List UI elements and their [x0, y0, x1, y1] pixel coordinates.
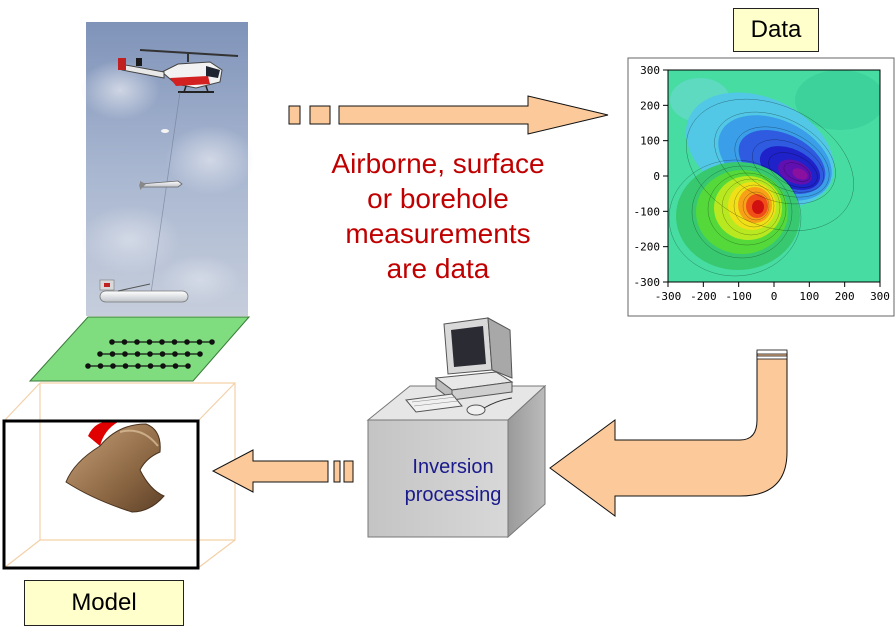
measurement-caption: Airborne, surface or borehole measuremen…	[290, 146, 586, 286]
inversion-processing-label: Inversion processing	[368, 453, 538, 509]
survey-station-marker	[134, 339, 140, 345]
survey-station-marker	[109, 351, 116, 357]
survey-station-marker	[184, 339, 190, 345]
survey-station-marker	[147, 351, 153, 357]
data-label-text: Data	[750, 16, 802, 43]
survey-station-marker	[122, 363, 129, 369]
model-label-text: Model	[71, 589, 137, 616]
heatmap-field	[667, 69, 881, 283]
x-tick-label: -100	[725, 290, 752, 303]
tow-marker	[161, 129, 169, 133]
survey-station-marker	[97, 351, 103, 357]
arrow-to-model	[211, 449, 354, 493]
survey-station-marker	[172, 351, 178, 357]
small-bird-sensor	[139, 180, 183, 190]
data-label: Data	[733, 8, 819, 52]
processing-line: processing	[404, 484, 502, 506]
survey-station-marker	[159, 351, 166, 357]
survey-station-marker	[121, 339, 128, 345]
model-body-icon	[65, 421, 165, 513]
caption-line: are data	[386, 253, 490, 284]
survey-station-marker	[135, 363, 141, 369]
processing-line: Inversion	[412, 456, 494, 478]
survey-station-marker	[197, 351, 203, 357]
caption-line: Airborne, surface	[331, 148, 545, 179]
y-tick-label: 100	[640, 135, 660, 148]
y-tick-label: -100	[634, 205, 661, 218]
caption-line: or borehole	[367, 183, 509, 214]
survey-station-marker	[134, 351, 141, 357]
helicopter-icon	[118, 49, 239, 93]
y-tick-label: -200	[634, 241, 661, 254]
y-axis-ticks: 300 200 100 0 -100 -200 -300	[634, 64, 668, 289]
x-axis-ticks: -300 -200 -100 0 100 200 300	[655, 282, 890, 303]
x-tick-label: 0	[771, 290, 778, 303]
survey-station-marker	[159, 339, 165, 345]
survey-station-marker	[147, 363, 154, 369]
server-box	[366, 384, 547, 539]
y-tick-label: -300	[634, 276, 661, 289]
data-plot: 300 200 100 0 -100 -200 -300 -300 -200 -100 0 100 2…	[627, 57, 895, 317]
survey-station-marker	[110, 363, 116, 369]
survey-station-marker	[209, 339, 215, 345]
survey-station-marker	[109, 339, 115, 345]
caption-line: measurements	[345, 218, 531, 249]
model-volume	[2, 382, 236, 570]
survey-station-marker	[172, 363, 179, 369]
survey-station-marker	[185, 363, 191, 369]
computer-icon	[405, 317, 514, 416]
survey-station-marker	[122, 351, 128, 357]
x-tick-label: -200	[690, 290, 717, 303]
survey-station-marker	[160, 363, 166, 369]
survey-ground	[28, 316, 251, 382]
survey-station-marker	[184, 351, 191, 357]
large-bird-sensor	[99, 279, 189, 303]
y-tick-label: 200	[640, 99, 660, 112]
x-tick-label: 200	[835, 290, 855, 303]
x-tick-label: 100	[799, 290, 819, 303]
survey-station-marker	[85, 363, 91, 369]
arrow-to-data	[288, 95, 609, 135]
x-tick-label: -300	[655, 290, 682, 303]
model-label: Model	[24, 580, 184, 626]
x-tick-label: 300	[870, 290, 890, 303]
survey-station-marker	[196, 339, 203, 345]
survey-lines	[85, 339, 215, 369]
survey-station-marker	[171, 339, 178, 345]
airborne-photo	[80, 22, 255, 316]
y-tick-label: 0	[653, 170, 660, 183]
arrow-to-processing	[549, 349, 788, 517]
survey-station-marker	[97, 363, 104, 369]
y-tick-label: 300	[640, 64, 660, 77]
survey-station-marker	[146, 339, 153, 345]
